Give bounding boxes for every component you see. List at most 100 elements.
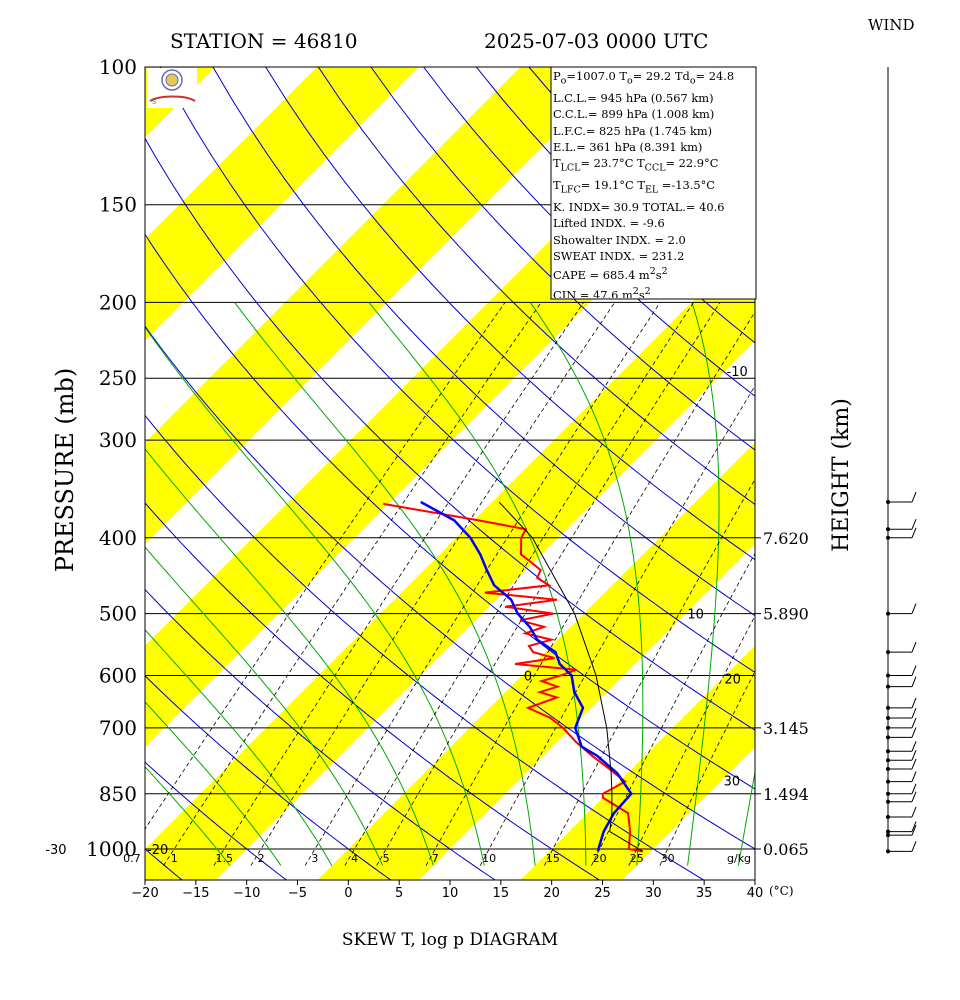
wind-barb-flag <box>911 771 917 782</box>
mixing-ratio-label: 1.5 <box>216 852 234 865</box>
height-axis-title: HEIGHT (km) <box>829 398 854 552</box>
isotherm-band <box>145 238 755 880</box>
dry-adiabat <box>756 31 960 881</box>
moist-adiabat <box>145 326 485 866</box>
height-tick-label: 0.065 <box>763 840 809 859</box>
wind-barb-flag <box>911 665 917 676</box>
indices-panel: Po=1007.0 To= 29.2 Tdo= 24.8 L.C.L.= 945 … <box>550 66 757 300</box>
isotherm-band <box>145 67 622 544</box>
wind-barb-flag <box>911 676 917 687</box>
mixing-ratio-line <box>213 302 584 866</box>
index-line: SWEAT INDX. = 231.2 <box>553 248 685 263</box>
wind-barb-flag <box>911 821 917 832</box>
y-tick-label: 250 <box>99 366 137 390</box>
mixing-ratio-label: 3 <box>311 852 318 865</box>
isotherm-label: 20 <box>724 672 741 687</box>
moist-adiabat <box>145 629 333 866</box>
dry-adiabat <box>370 67 755 451</box>
x-tick-label: 40 <box>747 886 764 901</box>
y-tick-label: 1000 <box>86 837 137 861</box>
mixing-ratio-line <box>628 615 755 866</box>
height-tick-label: 1.494 <box>763 785 809 804</box>
y-tick-label: 100 <box>99 55 137 79</box>
mixing-ratio-unit: g/kg <box>727 852 751 865</box>
mixing-ratio-label: 0.7 <box>123 852 141 865</box>
x-tick-label: 30 <box>645 886 662 901</box>
wind-barb-flag <box>911 527 917 538</box>
dry-adiabat <box>423 67 755 397</box>
wind-column-label: WIND <box>868 16 915 34</box>
isotherm-label: 10 <box>687 608 704 623</box>
isotherm-band <box>0 31 48 881</box>
wind-column <box>886 67 917 854</box>
mixing-ratio-label: 4 <box>351 852 358 865</box>
x-tick-label: 10 <box>442 886 459 901</box>
dry-adiabat <box>212 67 755 617</box>
index-line: CIN = 47.6 m2s2 <box>553 285 651 298</box>
index-line: TLCL= 23.7°C TCCL= 22.9°C <box>553 156 719 174</box>
wind-barb-flag <box>911 491 917 503</box>
isotherm-band <box>145 67 419 341</box>
mixing-ratio-label: 15 <box>546 852 560 865</box>
mixing-ratio-line <box>659 670 755 866</box>
isotherm-label: 30 <box>724 775 741 790</box>
moist-adiabat <box>145 546 384 866</box>
wind-barb-flag <box>911 791 917 802</box>
index-line: Po=1007.0 To= 29.2 Tdo= 24.8 <box>553 69 735 87</box>
mixing-ratio-line <box>376 302 721 866</box>
x-tick-label: −10 <box>233 886 260 901</box>
x-axis-unit: (°C) <box>769 884 794 898</box>
dry-adiabats <box>145 31 960 881</box>
wind-barb-flag <box>911 824 917 836</box>
station-logo: S <box>147 68 197 108</box>
x-tick-label: −5 <box>288 886 307 901</box>
mixing-ratio-label: 5 <box>383 852 390 865</box>
wind-barb-flag <box>911 741 917 752</box>
y-tick-label: 600 <box>99 664 137 688</box>
x-tick-label: 20 <box>543 886 560 901</box>
y-tick-label: 150 <box>99 193 137 217</box>
mixing-ratio-label: 20 <box>593 852 607 865</box>
dry-adiabat <box>145 761 288 880</box>
svg-text:S: S <box>152 99 156 106</box>
index-line: L.C.L.= 945 hPa (0.567 km) <box>553 90 714 105</box>
isotherm-label: 0 <box>524 670 532 685</box>
index-line: Lifted INDX. = -9.6 <box>553 216 665 231</box>
y-tick-label: 850 <box>99 782 137 806</box>
isotherm-band <box>520 645 755 880</box>
dry-adiabat <box>145 233 755 790</box>
mixing-ratio-lines <box>145 302 755 866</box>
moist-adiabat <box>145 448 434 866</box>
moist-adiabat <box>529 302 644 866</box>
height-tick-label: 3.145 <box>763 719 809 738</box>
y-tick-label: 700 <box>99 716 137 740</box>
index-line: K. INDX= 30.9 TOTAL.= 40.6 <box>553 199 725 214</box>
wind-barb-flag <box>911 697 917 709</box>
wind-barb-flag <box>911 750 917 761</box>
height-tick-label: 7.620 <box>763 529 809 548</box>
moist-adiabat <box>687 302 720 866</box>
x-tick-label: 25 <box>594 886 611 901</box>
x-tick-label: 15 <box>493 886 510 901</box>
isotherm-label: -20 <box>147 843 168 858</box>
wind-barb-flag <box>911 727 917 738</box>
wind-barb-flag <box>911 519 917 530</box>
mixing-ratio-line <box>145 302 506 830</box>
x-tick-label: 0 <box>344 886 352 901</box>
moist-adiabat <box>145 766 231 866</box>
mixing-ratio-line <box>544 478 755 866</box>
parcel-profile <box>498 501 644 852</box>
wind-barb-flag <box>911 783 917 794</box>
y-tick-label: 400 <box>99 526 137 550</box>
wind-barb-flag <box>911 758 917 770</box>
index-line: E.L.= 361 hPa (8.391 km) <box>553 139 703 154</box>
mixing-ratio-label: 30 <box>661 852 675 865</box>
dry-adiabat <box>145 325 755 850</box>
dry-adiabat <box>145 502 601 880</box>
mixing-ratio-label: 10 <box>482 852 496 865</box>
dry-adiabat <box>145 675 392 880</box>
mixing-ratio-label: 2 <box>258 852 265 865</box>
x-tick-label: −15 <box>182 886 209 901</box>
